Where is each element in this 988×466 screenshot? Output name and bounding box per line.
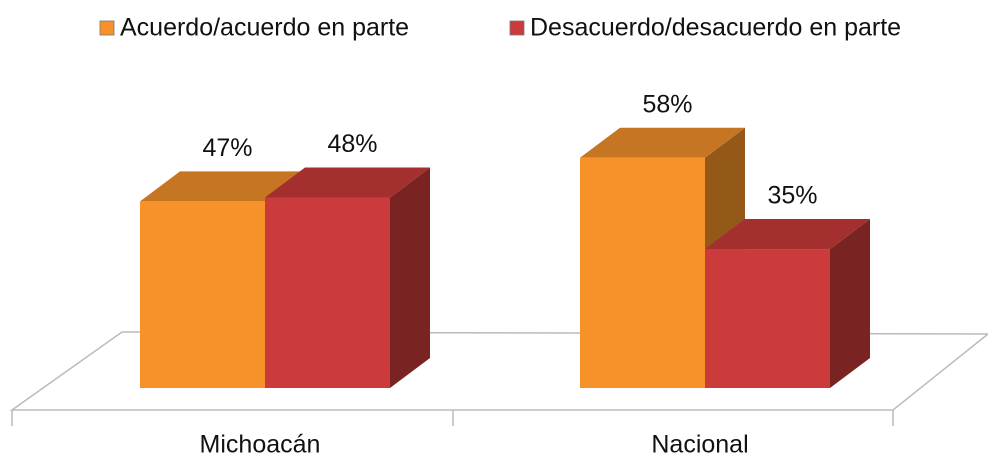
bar-top bbox=[265, 167, 430, 198]
x-tick-label: Nacional bbox=[651, 431, 748, 459]
bar bbox=[580, 157, 705, 388]
legend-swatch bbox=[509, 20, 525, 36]
legend-label: Acuerdo/acuerdo en parte bbox=[120, 14, 409, 42]
bar bbox=[140, 201, 265, 388]
value-label: 58% bbox=[642, 90, 692, 118]
x-tick-label: Michoacán bbox=[200, 431, 321, 459]
bar-top bbox=[580, 127, 745, 158]
bar bbox=[265, 197, 390, 388]
value-label: 48% bbox=[327, 130, 377, 158]
legend-label: Desacuerdo/desacuerdo en parte bbox=[530, 14, 901, 42]
value-label: 35% bbox=[767, 182, 817, 210]
bar bbox=[705, 249, 830, 388]
legend-swatch bbox=[99, 20, 115, 36]
bar-top bbox=[140, 171, 305, 202]
bar-side bbox=[830, 219, 870, 388]
value-label: 47% bbox=[202, 134, 252, 162]
bar-top bbox=[705, 219, 870, 250]
bar-side bbox=[390, 167, 430, 388]
